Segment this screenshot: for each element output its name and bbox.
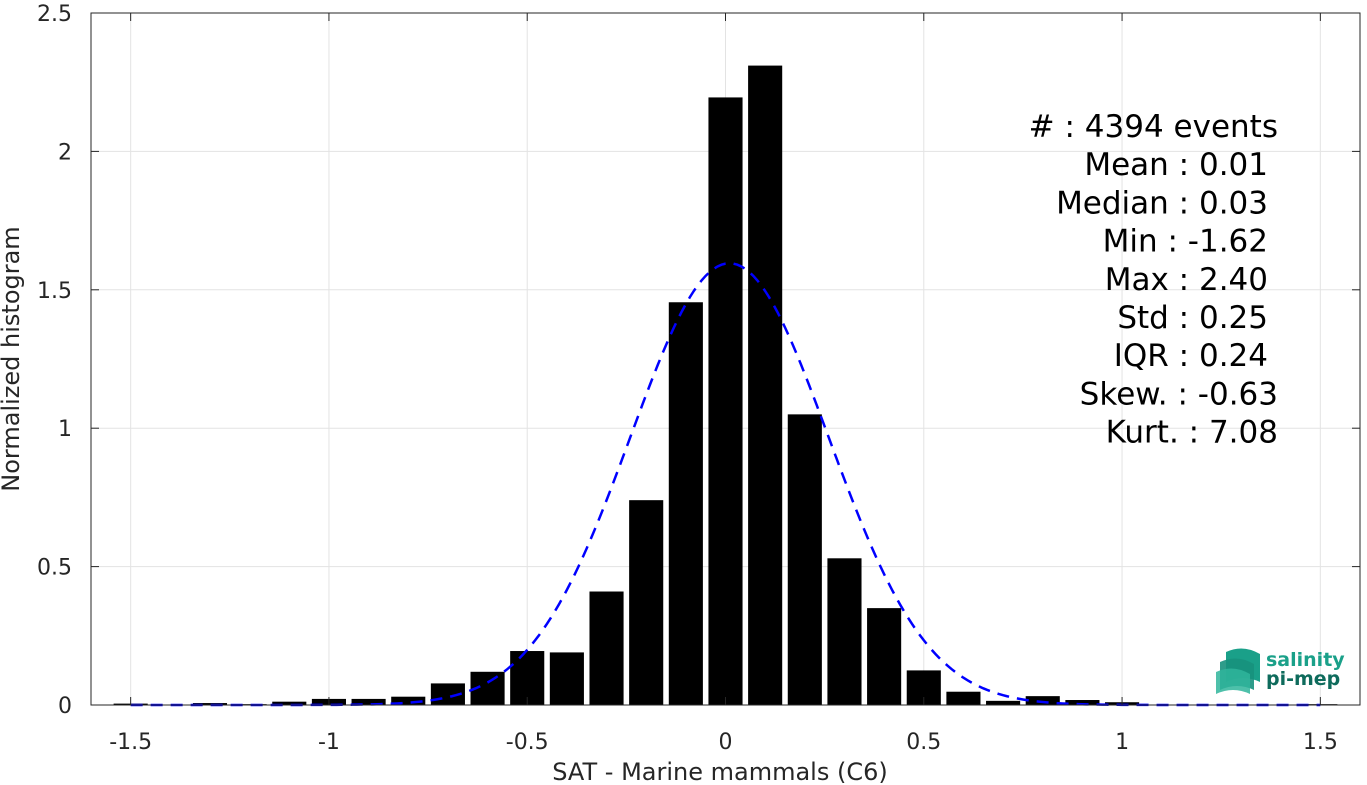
y-tick-label: 0.5: [37, 556, 72, 581]
histogram-bar: [867, 608, 902, 705]
histogram-bar: [192, 703, 228, 705]
histogram-bar: [1065, 700, 1100, 705]
stats-line: Kurt. : 7.08: [1106, 415, 1278, 451]
stats-line: Mean : 0.01: [1084, 147, 1268, 183]
logo-text-line2: pi-mep: [1266, 668, 1340, 690]
stats-line: Std : 0.25: [1117, 300, 1268, 336]
stats-line: Max : 2.40: [1105, 262, 1268, 298]
y-tick-label: 1.5: [37, 279, 72, 304]
histogram-bar: [827, 558, 862, 705]
histogram-bar: [351, 698, 386, 705]
histogram-bar: [549, 652, 584, 705]
histogram-bar: [748, 65, 783, 706]
stats-line: IQR : 0.24: [1114, 338, 1268, 374]
histogram-bar: [986, 700, 1021, 705]
x-tick-label: -1.5: [109, 730, 152, 755]
logo-text-line1: salinity: [1266, 649, 1345, 671]
histogram-bar: [946, 691, 981, 705]
x-tick-label: -0.5: [506, 730, 549, 755]
histogram-bar: [589, 591, 624, 705]
stats-line: Min : -1.62: [1103, 224, 1268, 260]
x-tick-label: 0: [719, 730, 733, 755]
stats-line: # : 4394 events: [1029, 109, 1278, 145]
histogram-bar: [668, 302, 703, 705]
x-tick-label: 1.5: [1303, 730, 1338, 755]
x-tick-label: -1: [318, 730, 340, 755]
bars: [113, 65, 1338, 706]
tick-labels: -1.5 -1 -0.5 0 0.5 1 1.5 0 0.5 1 1.5 2 2.5: [37, 2, 1338, 755]
histogram-bar: [629, 500, 664, 705]
histogram-bar: [272, 701, 307, 705]
stats-line: Median : 0.03: [1056, 185, 1268, 221]
y-tick-label: 1: [58, 417, 72, 442]
histogram-bar: [1025, 696, 1060, 705]
histogram-bar: [787, 414, 822, 705]
histogram-bar: [510, 651, 545, 705]
y-tick-label: 0: [58, 694, 72, 719]
y-tick-label: 2: [58, 140, 72, 165]
axes: [90, 12, 1361, 706]
stats-line: Skew. : -0.63: [1080, 376, 1278, 412]
y-tick-label: 2.5: [37, 2, 72, 27]
histogram-bar: [391, 696, 426, 705]
x-tick-label: 0.5: [906, 730, 941, 755]
histogram-bar: [708, 97, 743, 705]
y-axis-label: Normalized histogram: [0, 226, 25, 491]
x-axis-label: SAT - Marine mammals (C6): [552, 758, 887, 785]
x-tick-label: 1: [1115, 730, 1129, 755]
salinity-pi-mep-logo: salinity pi-mep: [1216, 648, 1345, 694]
logo-wave-icon: [1216, 648, 1260, 694]
